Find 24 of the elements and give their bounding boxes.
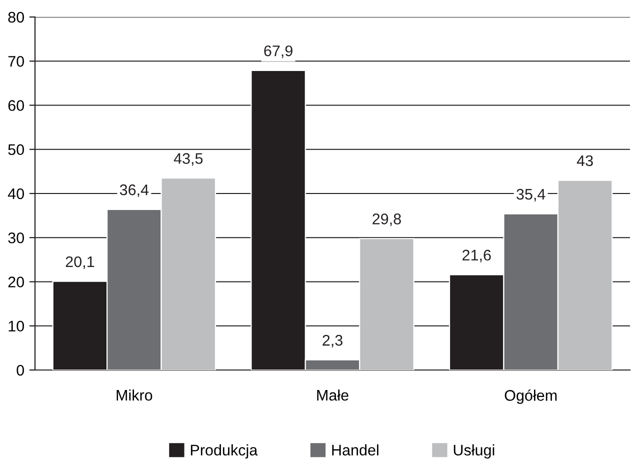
data-label: 43 <box>576 155 593 166</box>
y-tick-label: 60 <box>8 100 24 111</box>
y-tick-label: 40 <box>8 188 24 200</box>
data-label: 29,8 <box>372 214 401 226</box>
x-tick-label: Mikro <box>116 389 152 401</box>
legend-label: Usługi <box>454 444 494 459</box>
legend-label: Handel <box>332 444 378 456</box>
data-label: 35,4 <box>516 188 546 202</box>
y-tick-label: 0 <box>16 364 24 376</box>
data-label: 21,6 <box>462 250 491 262</box>
data-label: 2,3 <box>322 334 342 348</box>
y-tick-label: 50 <box>8 144 24 156</box>
y-tick-label: 10 <box>8 320 24 332</box>
x-tick-label: Małe <box>317 389 348 401</box>
data-label: 20,1 <box>66 256 94 269</box>
y-tick-label: 80 <box>8 12 24 23</box>
y-tick-label: 20 <box>8 276 24 288</box>
y-tick-label: 70 <box>8 56 24 67</box>
data-label: 36,4 <box>120 184 149 198</box>
y-tick-label: 30 <box>8 232 24 244</box>
x-tick-label: Ogółem <box>504 389 557 404</box>
data-label: 43,5 <box>174 153 203 166</box>
data-label: 67,9 <box>264 45 292 58</box>
legend-label: Produkcja <box>190 444 258 459</box>
